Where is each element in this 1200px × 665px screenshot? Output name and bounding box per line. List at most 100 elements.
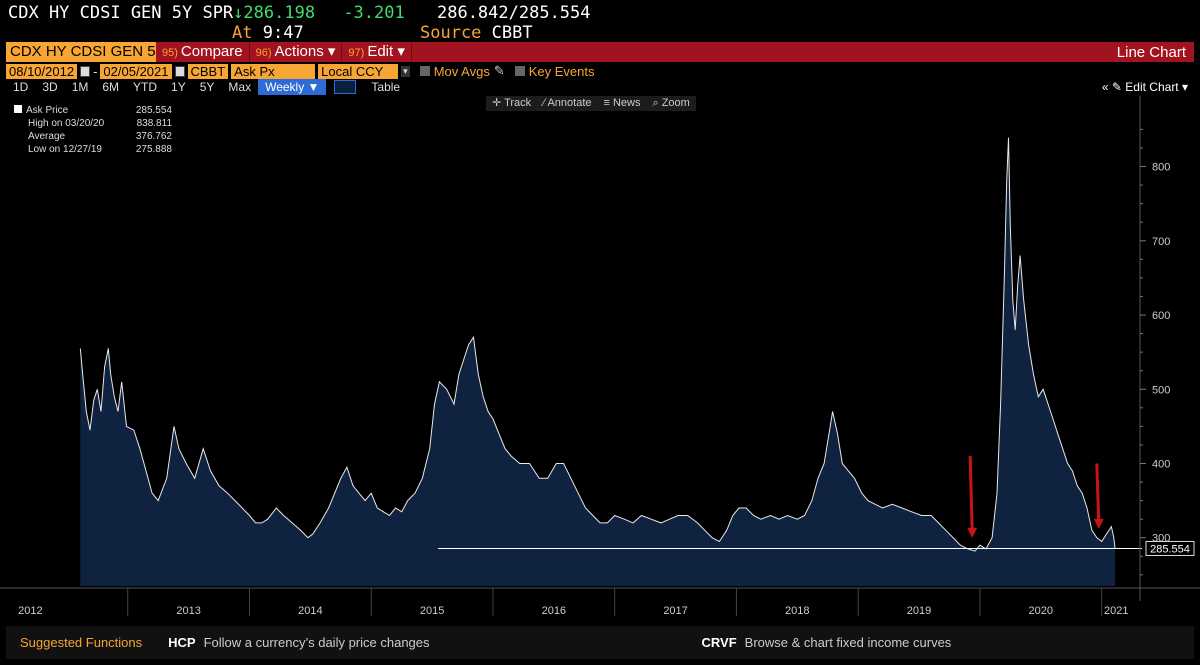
table-button[interactable]: Table xyxy=(371,80,401,94)
actions-button[interactable]: 96) Actions ▾ xyxy=(250,42,343,62)
suggestion-crvf[interactable]: CRVF Browse & chart fixed income curves xyxy=(690,635,952,650)
x-tick-label: 2015 xyxy=(420,605,444,617)
actions-num: 96) xyxy=(255,47,272,59)
chart-type-title: Line Chart xyxy=(1116,43,1186,61)
function-bar: CDX HY CDSI GEN 5Y SPR 95)Compare 96)Act… xyxy=(6,42,1194,62)
x-tick-label: 2016 xyxy=(542,605,566,617)
suggested-functions-bar: Suggested Functions HCP Follow a currenc… xyxy=(6,626,1194,659)
calendar-icon[interactable] xyxy=(80,65,91,77)
crvf-desc: Browse & chart fixed income curves xyxy=(744,635,952,650)
actions-label: Actions ▾ xyxy=(274,43,336,60)
calendar-icon[interactable] xyxy=(174,65,185,77)
compare-label: Compare xyxy=(180,43,243,60)
mov-avgs-label: Mov Avgs xyxy=(433,63,490,79)
range-3d[interactable]: 3D xyxy=(42,80,58,94)
legend-low: Low on 12/27/19 275.888 xyxy=(14,143,172,156)
period-select[interactable]: Weekly ▼ xyxy=(258,79,327,95)
x-tick-label: 2017 xyxy=(663,605,687,617)
range-1d[interactable]: 1D xyxy=(13,80,29,94)
source-field[interactable]: CBBT xyxy=(187,63,229,79)
y-tick-label: 400 xyxy=(1152,459,1170,471)
edit-label: Edit ▾ xyxy=(367,43,405,60)
pencil-icon[interactable]: ✎ xyxy=(493,63,505,78)
source-label: Source xyxy=(420,23,482,43)
legend-average: Average 376.762 xyxy=(14,130,172,143)
track-tool[interactable]: ✛ Track xyxy=(492,97,532,109)
quote-time: At 9:47 xyxy=(232,23,304,43)
x-tick-label: 2012 xyxy=(18,605,42,617)
x-tick-label: 2019 xyxy=(907,605,931,617)
y-tick-label: 700 xyxy=(1152,236,1170,248)
start-date-field[interactable]: 08/10/2012 xyxy=(6,63,78,79)
legend-average-value: 376.762 xyxy=(135,131,172,142)
range-bar: 1D 3D 1M 6M YTD 1Y 5Y Max Weekly ▼ Table… xyxy=(6,79,1194,95)
annotate-tool[interactable]: ∕ Annotate xyxy=(543,97,592,109)
legend-high-value: 838.811 xyxy=(136,118,172,129)
ticker-name: CDX HY CDSI GEN 5Y SPR xyxy=(8,3,234,23)
red-arrow-shaft xyxy=(1095,463,1101,523)
bid-ask: 286.842/285.554 xyxy=(436,3,591,23)
at-label: At xyxy=(232,23,253,43)
x-tick-label: 2018 xyxy=(785,605,809,617)
red-arrow-head xyxy=(1093,518,1104,529)
chevron-down-icon[interactable]: ▾ xyxy=(401,65,410,77)
quote-row: CDX HY CDSI GEN 5Y SPR↓286.198 -3.201 28… xyxy=(8,3,591,23)
range-1y[interactable]: 1Y xyxy=(171,80,186,94)
price-field[interactable]: Ask Px xyxy=(231,63,316,79)
range-max[interactable]: Max xyxy=(228,80,252,94)
range-6m[interactable]: 6M xyxy=(102,80,120,94)
quote-header: CDX HY CDSI GEN 5Y SPR↓286.198 -3.201 28… xyxy=(0,0,1200,43)
x-tick-label: 2021 xyxy=(1104,605,1128,617)
key-events-label: Key Events xyxy=(528,63,595,79)
legend-high-label: High on 03/20/20 xyxy=(28,118,105,129)
key-events-checkbox[interactable] xyxy=(514,66,525,76)
security-field[interactable]: CDX HY CDSI GEN 5Y SPR xyxy=(6,42,156,62)
range-5y[interactable]: 5Y xyxy=(199,80,215,94)
legend-high: High on 03/20/20 838.811 xyxy=(14,117,172,130)
last-price: ↓286.198 xyxy=(233,3,316,23)
red-arrow-shaft xyxy=(968,456,974,532)
range-1m[interactable]: 1M xyxy=(71,80,89,94)
price-line xyxy=(79,137,1116,552)
red-arrow-head xyxy=(967,527,978,538)
hcp-code: HCP xyxy=(168,635,196,650)
range-ytd[interactable]: YTD xyxy=(133,80,158,94)
edit-chart-button[interactable]: « ✎ Edit Chart ▾ xyxy=(1101,80,1188,94)
legend-average-label: Average xyxy=(28,131,66,142)
at-time: 9:47 xyxy=(262,23,304,43)
y-tick-label: 500 xyxy=(1152,384,1170,396)
parameter-bar: 08/10/2012 - 02/05/2021 CBBT Ask Px Loca… xyxy=(6,63,1194,79)
date-separator: - xyxy=(93,63,98,79)
zoom-tool[interactable]: ⌕ Zoom xyxy=(652,97,690,109)
source-value: CBBT xyxy=(491,23,533,43)
suggestion-hcp[interactable]: HCP Follow a currency’s daily price chan… xyxy=(156,635,429,650)
price-change: -3.201 xyxy=(343,3,405,23)
legend-ask-value: 285.554 xyxy=(135,105,172,116)
chart-tools: ✛ Track ∕ Annotate ≡ News ⌕ Zoom xyxy=(486,96,696,111)
x-tick-label: 2014 xyxy=(298,605,322,617)
compare-button[interactable]: 95) Compare xyxy=(156,42,250,62)
legend-low-value: 275.888 xyxy=(135,144,172,155)
currency-select[interactable]: Local CCY xyxy=(318,63,399,79)
compare-num: 95) xyxy=(162,47,178,59)
chart-legend: Ask Price 285.554 High on 03/20/20 838.8… xyxy=(14,104,172,156)
legend-low-label: Low on 12/27/19 xyxy=(28,144,102,155)
edit-button[interactable]: 97) Edit ▾ xyxy=(342,42,412,62)
legend-ask: Ask Price 285.554 xyxy=(14,104,172,117)
last-value-label: 285.554 xyxy=(1150,543,1190,555)
x-tick-label: 2020 xyxy=(1029,605,1053,617)
end-date-field[interactable]: 02/05/2021 xyxy=(100,63,172,79)
y-tick-label: 600 xyxy=(1152,310,1170,322)
quote-source: Source CBBT xyxy=(420,23,533,43)
hcp-desc: Follow a currency’s daily price changes xyxy=(203,635,430,650)
x-tick-label: 2013 xyxy=(176,605,200,617)
y-tick-label: 800 xyxy=(1152,162,1170,174)
area-fill xyxy=(80,137,1115,586)
mov-avgs-checkbox[interactable] xyxy=(419,66,430,76)
suggested-label: Suggested Functions xyxy=(20,635,143,650)
last-value-tag xyxy=(1145,540,1195,556)
news-tool[interactable]: ≡ News xyxy=(603,97,641,109)
line-chart-icon[interactable] xyxy=(334,80,357,94)
crvf-code: CRVF xyxy=(701,635,737,650)
